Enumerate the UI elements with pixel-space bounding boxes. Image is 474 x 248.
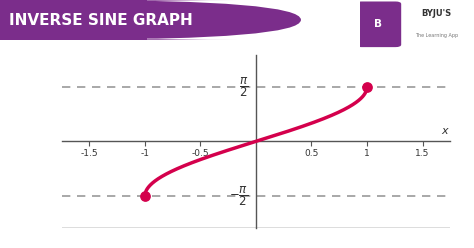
Text: $\dfrac{\pi}{2}$: $\dfrac{\pi}{2}$ (239, 75, 248, 99)
Point (363, 85, 371, 89)
Text: INVERSE SINE GRAPH: INVERSE SINE GRAPH (9, 13, 193, 28)
Point (141, 194, 149, 198)
Text: B: B (374, 19, 383, 29)
Bar (0, 0, 147, 40)
Text: $-\dfrac{\pi}{2}$: $-\dfrac{\pi}{2}$ (229, 184, 248, 208)
Text: The Learning App: The Learning App (415, 33, 458, 38)
Text: BYJU'S: BYJU'S (421, 9, 452, 18)
Text: x: x (441, 126, 448, 136)
FancyBboxPatch shape (0, 0, 301, 40)
FancyBboxPatch shape (356, 1, 401, 47)
